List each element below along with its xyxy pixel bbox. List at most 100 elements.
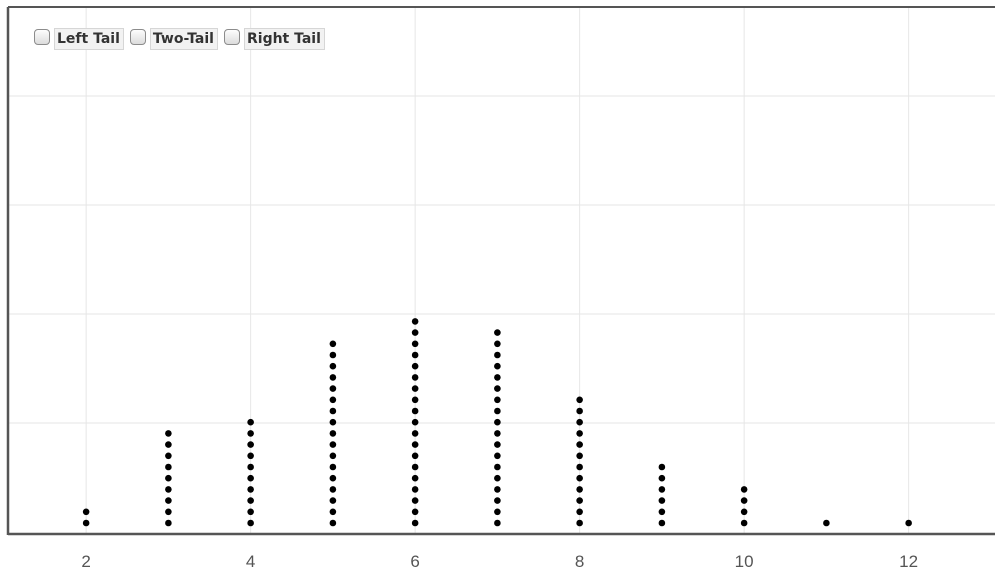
dot-x8-3 bbox=[576, 497, 583, 504]
dot-x5-5 bbox=[329, 474, 337, 482]
dot-x4-9 bbox=[247, 430, 254, 437]
data-dots bbox=[82, 318, 912, 527]
dot-x6-2 bbox=[411, 508, 419, 516]
dot-x9-3 bbox=[658, 497, 666, 504]
dot-x4-5 bbox=[247, 474, 254, 482]
right-tail-checkbox[interactable] bbox=[223, 29, 240, 45]
dot-x4-10 bbox=[247, 418, 254, 426]
x-tick-label-12: 12 bbox=[899, 552, 918, 571]
dot-x6-1 bbox=[411, 519, 419, 527]
dot-x7-6 bbox=[494, 463, 501, 471]
x-tick-label-6: 6 bbox=[410, 552, 419, 571]
dot-x7-4 bbox=[494, 486, 501, 493]
dot-x5-14 bbox=[329, 374, 337, 381]
dot-x4-2 bbox=[247, 508, 254, 516]
dot-x5-13 bbox=[329, 385, 337, 392]
dot-x8-7 bbox=[576, 452, 583, 460]
dot-x10-2 bbox=[740, 508, 748, 516]
dot-x6-8 bbox=[411, 441, 419, 448]
dot-x8-8 bbox=[576, 441, 583, 448]
dot-x9-2 bbox=[658, 508, 666, 516]
x-tick-label-2: 2 bbox=[81, 552, 90, 571]
left-tail-option[interactable]: Left Tail bbox=[34, 28, 124, 50]
dot-x11-1 bbox=[823, 519, 830, 527]
dot-x6-16 bbox=[411, 351, 419, 359]
dot-x3-5 bbox=[165, 474, 172, 482]
dot-x4-4 bbox=[247, 486, 254, 493]
left-tail-label[interactable]: Left Tail bbox=[54, 28, 124, 50]
right-tail-option[interactable]: Right Tail bbox=[223, 28, 325, 50]
dot-x10-4 bbox=[740, 486, 748, 493]
dot-x9-4 bbox=[658, 486, 666, 493]
two-tail-option[interactable]: Two-Tail bbox=[129, 28, 218, 50]
dot-x7-1 bbox=[494, 519, 501, 527]
dot-x6-11 bbox=[411, 407, 419, 415]
dot-x3-6 bbox=[165, 463, 172, 471]
dot-x6-7 bbox=[411, 452, 419, 460]
dot-x4-1 bbox=[247, 519, 254, 527]
left-tail-checkbox[interactable] bbox=[34, 29, 50, 45]
dot-x8-12 bbox=[576, 396, 583, 404]
dot-x6-15 bbox=[411, 362, 419, 370]
dot-x5-12 bbox=[329, 396, 337, 404]
dot-x7-8 bbox=[494, 441, 501, 448]
dot-x8-10 bbox=[576, 418, 583, 426]
dot-x3-1 bbox=[165, 519, 172, 527]
two-tail-checkbox[interactable] bbox=[129, 29, 146, 45]
dot-x7-17 bbox=[494, 340, 501, 348]
dot-x4-7 bbox=[247, 452, 254, 460]
dot-x3-3 bbox=[165, 497, 172, 504]
dot-x8-9 bbox=[576, 430, 583, 437]
dot-x5-7 bbox=[329, 452, 337, 460]
two-tail-label[interactable]: Two-Tail bbox=[149, 28, 218, 50]
dot-x7-10 bbox=[494, 418, 501, 426]
dot-x7-15 bbox=[494, 362, 501, 370]
dot-x6-6 bbox=[411, 463, 419, 471]
dot-x7-11 bbox=[494, 407, 501, 415]
dot-x3-7 bbox=[165, 452, 172, 460]
dot-x8-5 bbox=[576, 474, 583, 482]
dot-x8-4 bbox=[576, 486, 583, 493]
dot-x6-5 bbox=[411, 474, 419, 482]
dot-x5-4 bbox=[329, 486, 337, 493]
tail-selector: Left Tail Two-Tail Right Tail bbox=[34, 28, 325, 50]
dot-x6-13 bbox=[411, 385, 419, 392]
dot-x3-8 bbox=[165, 441, 172, 448]
dot-x6-4 bbox=[411, 486, 419, 493]
dot-x3-4 bbox=[165, 486, 172, 493]
dot-x3-9 bbox=[165, 430, 172, 437]
dot-x4-3 bbox=[247, 497, 254, 504]
dot-x5-15 bbox=[329, 362, 337, 370]
dot-x5-2 bbox=[329, 508, 337, 516]
dot-x3-2 bbox=[165, 508, 172, 516]
dot-x5-16 bbox=[329, 351, 337, 359]
dot-x9-6 bbox=[658, 463, 666, 471]
dot-x4-6 bbox=[247, 463, 254, 471]
dot-x6-17 bbox=[411, 340, 419, 348]
dot-x6-10 bbox=[411, 418, 419, 426]
dot-x12-1 bbox=[905, 519, 912, 527]
dot-x5-17 bbox=[329, 340, 337, 348]
dot-x6-14 bbox=[411, 374, 419, 381]
dot-x5-6 bbox=[329, 463, 337, 471]
dot-x7-16 bbox=[494, 351, 501, 359]
x-axis-ticks: 2 4 6 8 10 12 bbox=[81, 552, 918, 571]
gridlines bbox=[8, 7, 995, 534]
dot-x9-1 bbox=[658, 519, 666, 527]
x-tick-label-8: 8 bbox=[575, 552, 584, 571]
dot-x7-7 bbox=[494, 452, 501, 460]
dot-x7-13 bbox=[494, 385, 501, 392]
dot-x6-18 bbox=[411, 329, 419, 336]
dot-x10-1 bbox=[740, 519, 748, 527]
dot-x10-3 bbox=[740, 497, 748, 504]
x-tick-label-10: 10 bbox=[735, 552, 754, 571]
dot-x6-12 bbox=[411, 396, 419, 404]
dot-x8-6 bbox=[576, 463, 583, 471]
plot-frame bbox=[6, 6, 995, 536]
right-tail-label[interactable]: Right Tail bbox=[243, 28, 325, 50]
dot-x7-14 bbox=[494, 374, 501, 381]
dot-x7-12 bbox=[494, 396, 501, 404]
dot-x8-11 bbox=[576, 407, 583, 415]
